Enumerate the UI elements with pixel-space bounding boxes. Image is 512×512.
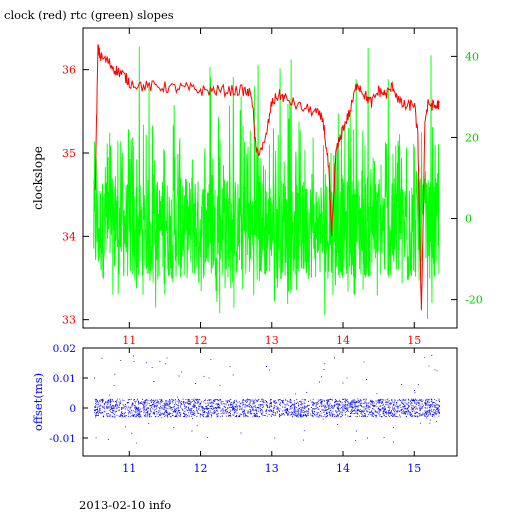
bottom-y-tick-label: 0.02: [53, 343, 76, 355]
bottom-plot-frame: [82, 347, 458, 457]
top-y-tick-label: 34: [62, 230, 76, 243]
top-y-tick-label: 35: [62, 147, 76, 160]
clock-series: [94, 44, 440, 311]
top-plot-frame: [82, 27, 458, 329]
top-right-y-ticks: -20 0 20 40: [451, 50, 483, 307]
top-y-tick-label: 33: [62, 314, 76, 327]
top-y-tick-label: 36: [62, 64, 76, 77]
bottom-y-tick-label: 0.01: [53, 373, 76, 385]
top-x-tick-label: 15: [407, 334, 421, 347]
chart-title: clock (red) rtc (green) slopes: [4, 8, 174, 22]
bottom-y-ticks: -0.01 0 0.01 0.02: [49, 343, 88, 445]
top-y2-tick-label: 40: [465, 50, 479, 63]
rtc-line: [93, 46, 440, 319]
offset-plot: 11 12 13 14 15 -0.01 0 0.01 0.02 offset(ms): [31, 343, 458, 475]
top-x-ticks: 11 12 13 14 15: [122, 28, 421, 347]
top-y-axis-label: clockslope: [31, 146, 45, 210]
top-y2-tick-label: 0: [465, 213, 472, 226]
top-x-tick-label: 13: [265, 334, 279, 347]
bottom-x-tick-label: 11: [122, 462, 136, 475]
bottom-x-ticks: 11 12 13 14 15: [122, 348, 421, 475]
slopes-plot: 11 12 13 14 15 33 34 35 36 -20 0 20 40 clockslope: [31, 27, 483, 347]
bottom-y-axis-label: offset(ms): [31, 373, 45, 431]
top-x-tick-label: 12: [194, 334, 208, 347]
clock-line: [94, 44, 440, 311]
top-y2-tick-label: -20: [465, 294, 483, 307]
bottom-x-tick-label: 14: [336, 462, 350, 475]
rtc-series: [93, 46, 440, 319]
offset-series: [93, 355, 441, 444]
bottom-y-tick-label: 0: [69, 403, 76, 415]
top-x-tick-label: 14: [336, 334, 350, 347]
bottom-x-tick-label: 12: [194, 462, 208, 475]
top-left-y-ticks: 33 34 35 36: [62, 64, 89, 327]
bottom-x-tick-label: 15: [407, 462, 421, 475]
bottom-y-tick-label: -0.01: [49, 433, 76, 445]
top-x-tick-label: 11: [122, 334, 136, 347]
offset-points: [93, 355, 441, 444]
top-y2-tick-label: 20: [465, 131, 479, 144]
bottom-x-tick-label: 13: [265, 462, 279, 475]
footer-info: 2013-02-10 info: [79, 498, 171, 512]
